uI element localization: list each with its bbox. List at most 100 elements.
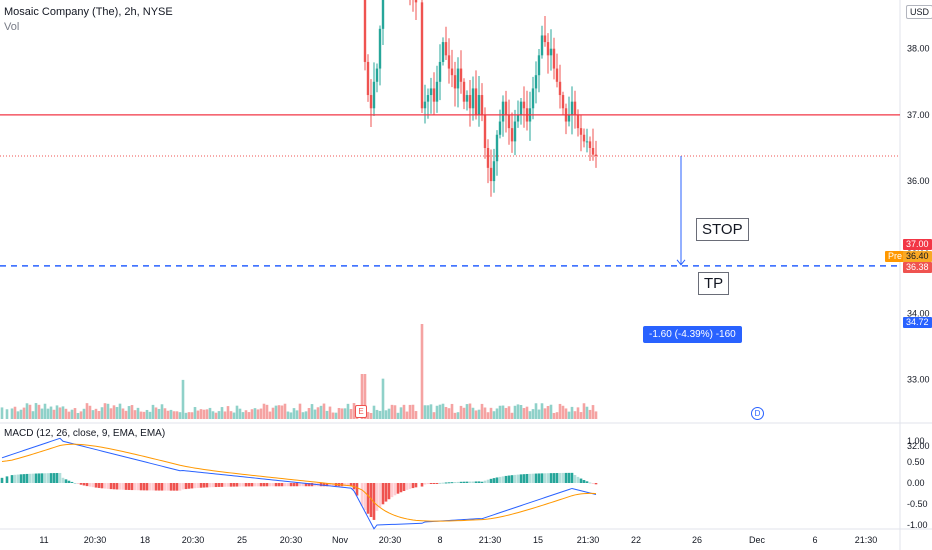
volume-bar xyxy=(346,403,350,419)
stop-label[interactable]: STOP xyxy=(696,218,749,241)
volume-bar xyxy=(43,403,47,419)
candle-body xyxy=(369,95,373,109)
volume-bar xyxy=(28,404,32,419)
volume-bar xyxy=(313,409,317,419)
macd-line xyxy=(1,437,597,530)
volume-bar xyxy=(438,404,442,419)
macd-histogram-bar xyxy=(280,483,284,487)
volume-bar xyxy=(217,411,221,419)
volume-bar xyxy=(73,408,77,419)
macd-histogram-bar xyxy=(73,482,77,484)
macd-histogram-bar xyxy=(510,475,514,483)
volume-bar xyxy=(432,412,436,419)
volume-bar xyxy=(375,409,379,419)
time-tick-label: 11 xyxy=(39,535,48,545)
volume-bar xyxy=(552,412,556,419)
macd-histogram-bar xyxy=(58,472,62,483)
macd-histogram-bar xyxy=(307,483,311,487)
volume-bar xyxy=(109,408,113,419)
earnings-marker[interactable]: E xyxy=(355,405,367,418)
volume-bar xyxy=(585,406,589,419)
volume-bar xyxy=(208,407,212,419)
macd-histogram-bar xyxy=(265,483,269,487)
macd-histogram-bar xyxy=(558,472,562,483)
macd-histogram-bar xyxy=(525,473,529,483)
candle-body xyxy=(483,114,487,148)
volume-bar xyxy=(456,412,460,419)
macd-histogram-bar xyxy=(31,473,35,483)
volume-bar xyxy=(112,405,116,419)
volume-bar xyxy=(214,412,218,419)
pre-label-badge: Pre xyxy=(885,251,906,262)
macd-pane xyxy=(0,437,598,530)
macd-histogram-bar xyxy=(109,483,113,490)
macd-histogram-bar xyxy=(124,483,128,490)
volume-bar xyxy=(465,404,469,419)
dividend-marker[interactable]: D xyxy=(751,407,764,420)
candles xyxy=(363,0,598,197)
candle-body xyxy=(444,42,448,56)
volume-bar xyxy=(588,409,592,419)
macd-histogram-bar xyxy=(507,475,511,483)
macd-histogram-bar xyxy=(426,483,430,485)
macd-histogram-bar xyxy=(438,482,442,484)
macd-histogram-bar xyxy=(537,473,541,483)
macd-histogram-bar xyxy=(145,483,149,491)
macd-histogram-bar xyxy=(468,481,472,483)
macd-histogram-bar xyxy=(408,483,412,489)
macd-histogram-bar xyxy=(211,483,215,488)
macd-histogram-bar xyxy=(349,483,353,487)
price-tick-label: 37.00 xyxy=(907,110,930,120)
volume-bar xyxy=(483,407,487,419)
volume-bar xyxy=(316,407,320,419)
candle-body xyxy=(591,148,595,155)
macd-histogram-bar xyxy=(13,474,17,483)
volume-bar xyxy=(292,408,296,419)
volume-bar xyxy=(115,407,119,419)
macd-histogram-bar xyxy=(91,483,95,488)
volume-bar xyxy=(274,405,278,419)
macd-histogram-bar xyxy=(28,473,32,483)
macd-histogram-bar xyxy=(531,473,535,483)
macd-histogram-bar xyxy=(106,483,110,489)
candle-body xyxy=(438,61,442,82)
volume-bar xyxy=(136,407,140,419)
candle-body xyxy=(540,35,544,56)
volume-bar xyxy=(453,412,457,419)
macd-histogram-bar xyxy=(516,474,520,483)
macd-histogram-bar xyxy=(567,472,571,483)
macd-histogram-bar xyxy=(142,483,146,491)
volume-bar xyxy=(396,412,400,419)
volume-bar xyxy=(352,403,356,419)
volume-bar xyxy=(561,405,565,419)
price-range-measure[interactable]: -1.60 (-4.39%) -160 xyxy=(643,326,742,343)
tp-label[interactable]: TP xyxy=(698,272,730,295)
macd-histogram-bar xyxy=(483,480,487,483)
volume-bar xyxy=(564,408,568,419)
macd-histogram-bar xyxy=(214,483,218,488)
volume-bar xyxy=(513,405,517,419)
volume-bar xyxy=(157,408,161,419)
time-tick-label: 21:30 xyxy=(479,535,502,545)
volume-bar xyxy=(408,404,412,419)
macd-histogram-bar xyxy=(435,483,439,484)
volume-bar xyxy=(88,405,92,419)
macd-histogram-bar xyxy=(402,483,406,492)
volume-bar xyxy=(5,409,9,419)
macd-histogram-bar xyxy=(423,483,427,485)
volume-bar xyxy=(286,411,290,419)
volume-bar xyxy=(459,405,463,419)
volume-bar xyxy=(334,412,338,419)
price-tick-label: 38.00 xyxy=(907,44,930,54)
volume-bar xyxy=(178,412,182,419)
macd-histogram-bar xyxy=(390,483,394,498)
candle-body xyxy=(426,95,430,102)
macd-histogram-bar xyxy=(46,473,50,483)
macd-histogram-bar xyxy=(573,474,577,483)
candle-body xyxy=(486,148,490,168)
currency-button[interactable]: USD xyxy=(906,5,932,19)
volume-bar xyxy=(372,405,376,419)
volume-bar xyxy=(256,409,260,419)
volume-bar xyxy=(543,408,547,419)
